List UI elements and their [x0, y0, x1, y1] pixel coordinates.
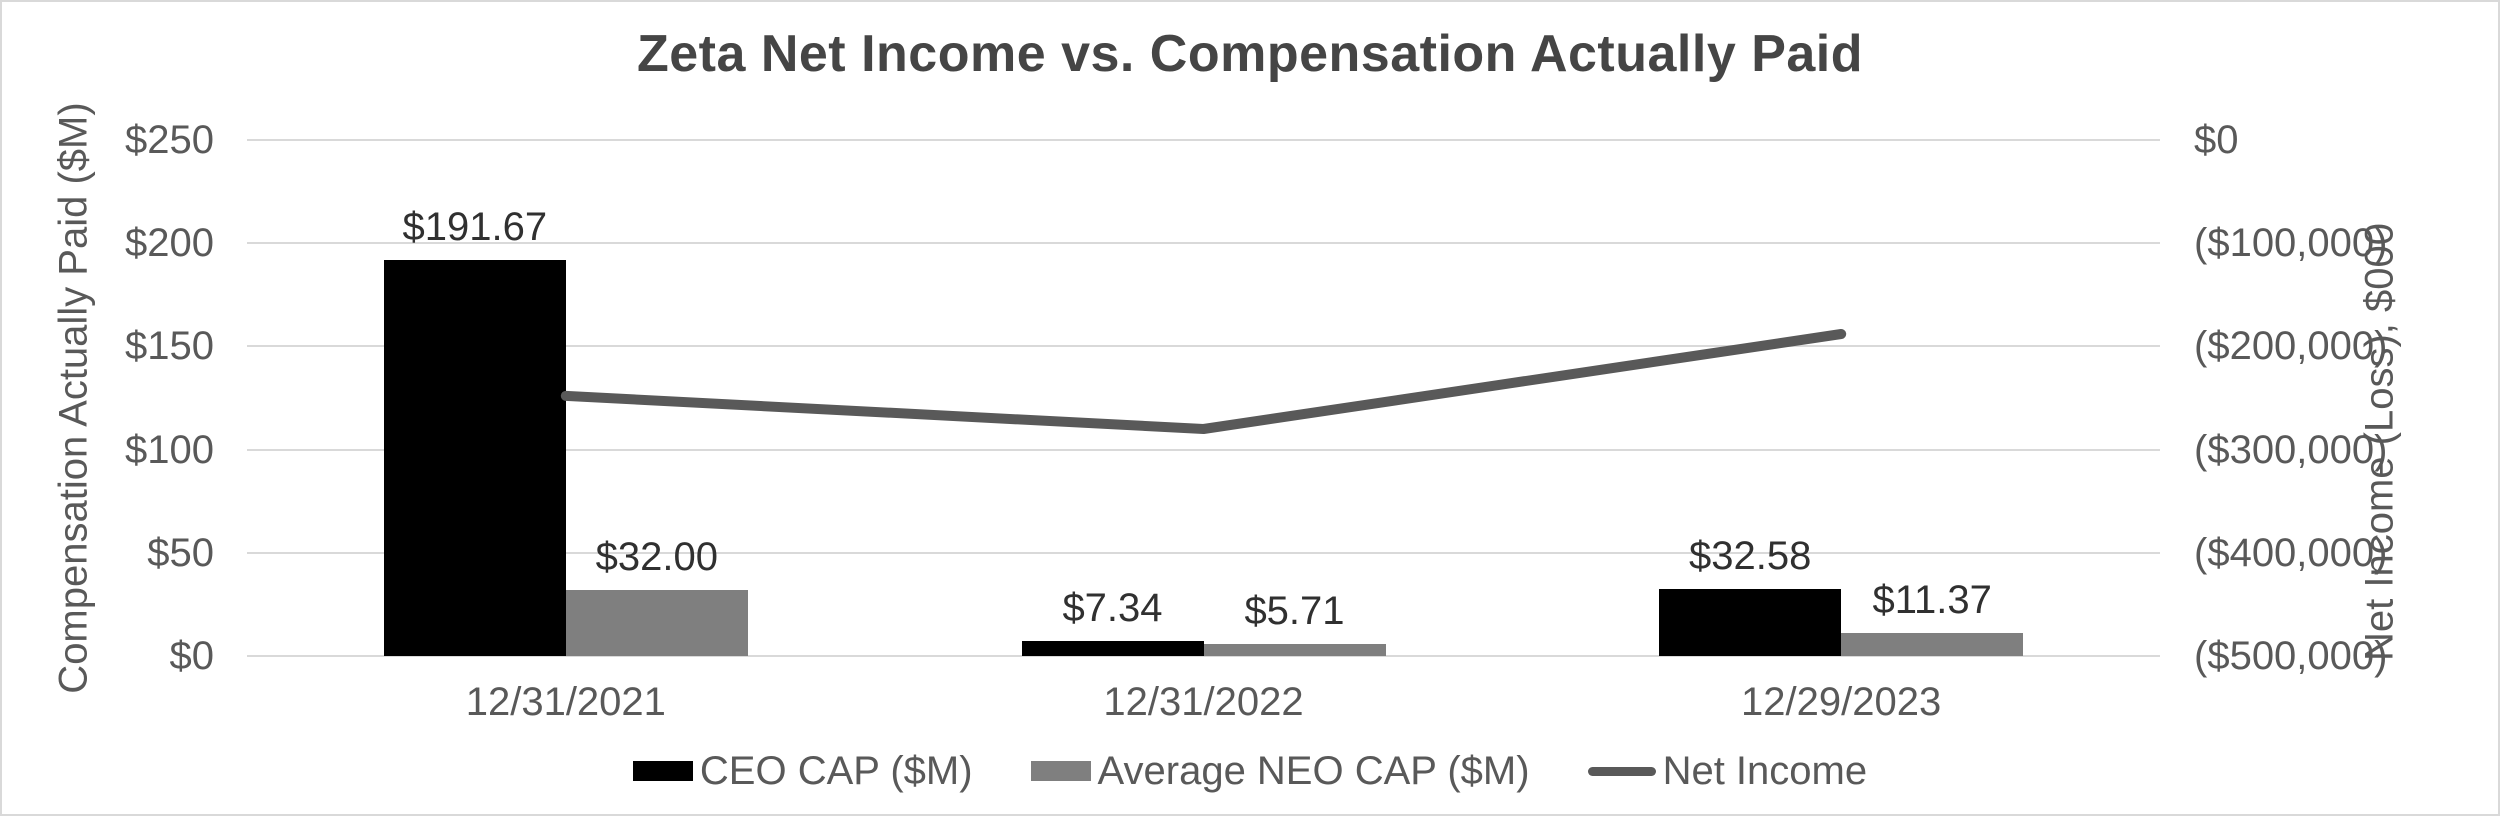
chart-title: Zeta Net Income vs. Compensation Actuall…: [636, 25, 1864, 83]
left-axis-tick: $50: [147, 530, 214, 575]
right-axis-tick: ($500,000): [2194, 634, 2388, 678]
ceo-cap-swatch-icon: [632, 761, 693, 781]
category-label: 12/29/2023: [1741, 680, 1942, 724]
right-axis-tick: ($300,000): [2194, 427, 2388, 472]
legend: CEO CAP ($M) Average NEO CAP ($M) Net In…: [2, 742, 2498, 800]
left-axis-tick: $100: [125, 427, 214, 472]
net-income-line-swatch-icon: [1587, 766, 1656, 776]
legend-item-ceo-cap: CEO CAP ($M): [632, 748, 973, 794]
gridline: [247, 139, 2160, 141]
net-income-line: [560, 329, 1847, 434]
data-label: $32.58: [1688, 533, 1812, 578]
data-label: $11.37: [1872, 577, 1992, 622]
category-label: 12/31/2022: [1103, 680, 1304, 724]
x-axis-line: [247, 655, 2160, 657]
plot-area: $191.67 $7.34 $32.58 $32.00 $5.71 $11.37: [247, 139, 2160, 657]
avg-neo-cap-bar-12/31/2022: [1203, 644, 1386, 656]
right-axis-tick: $0: [2194, 118, 2239, 162]
legend-label: Net Income: [1662, 748, 1868, 793]
legend-label: Average NEO CAP ($M): [1097, 748, 1530, 793]
ceo-cap-bar-12/29/2023: [1659, 588, 1842, 656]
left-axis-tick: $250: [125, 118, 214, 162]
ceo-cap-bar-12/31/2021: [383, 260, 566, 656]
left-axis-tick: $150: [125, 324, 214, 369]
legend-item-avg-neo-cap: Average NEO CAP ($M): [1030, 748, 1530, 794]
right-axis-tick: ($200,000): [2194, 324, 2388, 369]
left-axis-title: Compensation Actually Paid ($M): [51, 102, 96, 694]
data-label: $5.71: [1244, 589, 1345, 634]
legend-label: CEO CAP ($M): [699, 748, 973, 793]
gridline: [247, 448, 2160, 451]
right-axis-tick: ($100,000): [2194, 221, 2388, 266]
data-label: $32.00: [595, 534, 718, 579]
category-label: 12/31/2021: [465, 680, 666, 724]
left-axis-tick: $200: [125, 221, 214, 266]
data-label: $191.67: [402, 205, 548, 250]
gridline: [247, 345, 2160, 348]
avg-neo-cap-bar-12/29/2023: [1841, 632, 2024, 656]
legend-item-net-income: Net Income: [1587, 748, 1868, 794]
avg-neo-cap-swatch-icon: [1030, 761, 1091, 781]
left-axis-tick: $0: [169, 634, 215, 678]
right-axis-tick: ($400,000): [2194, 530, 2388, 575]
ceo-cap-bar-12/31/2022: [1021, 640, 1204, 656]
avg-neo-cap-bar-12/31/2021: [565, 589, 748, 656]
net-income-line-layer: [560, 329, 1847, 434]
data-label: $7.34: [1062, 585, 1163, 630]
gridline: [247, 551, 2160, 554]
gridline: [247, 242, 2160, 245]
